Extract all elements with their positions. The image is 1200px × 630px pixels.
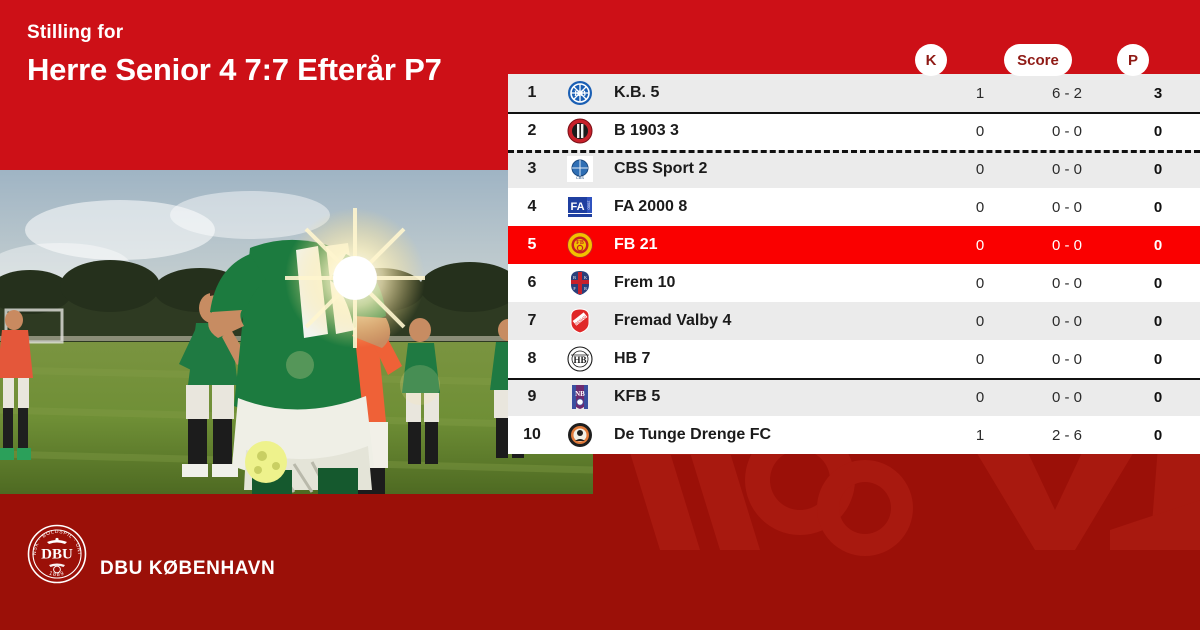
svg-text:2000: 2000	[586, 201, 591, 211]
row-team-name[interactable]: KFB 5	[614, 388, 661, 405]
svg-text:HB: HB	[573, 355, 586, 365]
de-tunge-drenge-logo	[556, 422, 603, 448]
column-header-score: Score	[1004, 44, 1072, 76]
row-points: 0	[1153, 274, 1163, 292]
row-goal-score: 0 - 0	[1051, 312, 1082, 330]
page-title: Herre Senior 4 7:7 Efterår P7	[27, 52, 442, 87]
svg-text:DBU: DBU	[41, 547, 73, 563]
row-points: 0	[1153, 350, 1163, 368]
row-goal-score: 0 - 0	[1051, 236, 1082, 254]
footer-label: DBU KØBENHAVN	[100, 558, 276, 579]
footer: DANSK · BOLDSPIL · UNION 1889 DBU DBU KØ…	[0, 494, 1200, 630]
football-match-photo	[0, 170, 593, 494]
row-rank: 6	[527, 274, 537, 291]
svg-text:NB: NB	[575, 390, 585, 398]
table-row[interactable]: 5 FB FB 21 0 0 - 0 0	[508, 226, 1200, 264]
row-rank: 5	[527, 236, 537, 253]
row-team-name[interactable]: CBS Sport 2	[614, 160, 708, 177]
row-team-name[interactable]: Frem 10	[614, 274, 676, 291]
row-rank: 1	[527, 84, 537, 101]
table-row[interactable]: 1 KB K.B. 5 1 6 - 2 3	[508, 74, 1200, 112]
row-matches-played: 0	[975, 388, 985, 406]
row-rank: 7	[527, 312, 537, 329]
row-points: 0	[1153, 312, 1163, 330]
row-team-name[interactable]: FA 2000 8	[614, 198, 688, 215]
header-kicker: Stilling for	[27, 22, 124, 43]
row-rank: 2	[527, 122, 537, 139]
row-matches-played: 0	[975, 122, 985, 140]
svg-text:CBS: CBS	[575, 175, 584, 180]
row-points: 0	[1153, 160, 1163, 178]
table-row[interactable]: 4 FA 2000 FA 2000 8 0 0 - 0 0	[508, 188, 1200, 226]
dbu-logo-badge: DANSK · BOLDSPIL · UNION 1889 DBU	[27, 524, 87, 584]
row-team-name[interactable]: K.B. 5	[614, 84, 660, 101]
row-points: 0	[1153, 198, 1163, 216]
row-points: 0	[1153, 388, 1163, 406]
row-team-name[interactable]: FB 21	[614, 236, 658, 253]
table-row[interactable]: 8 HB HB 7 0 0 - 0 0	[508, 340, 1200, 378]
table-row[interactable]: 6 B K F R Frem 10 0 0 - 0 0	[508, 264, 1200, 302]
svg-text:K: K	[583, 275, 586, 280]
row-matches-played: 0	[975, 236, 985, 254]
table-row[interactable]: 10 De Tunge Drenge FC 1 2 - 6 0	[508, 416, 1200, 454]
row-points: 0	[1153, 426, 1163, 444]
row-team-name[interactable]: B 1903 3	[614, 122, 679, 139]
svg-text:FA: FA	[570, 201, 584, 213]
svg-text:KB: KB	[574, 89, 586, 98]
row-matches-played: 0	[975, 160, 985, 178]
row-matches-played: 0	[975, 274, 985, 292]
row-matches-played: 0	[975, 350, 985, 368]
b1903-logo	[556, 118, 603, 144]
svg-text:1889: 1889	[48, 571, 66, 579]
row-rank: 9	[527, 388, 537, 405]
row-matches-played: 0	[975, 312, 985, 330]
row-rank: 8	[527, 350, 537, 367]
row-team-name[interactable]: Fremad Valby 4	[614, 312, 732, 329]
row-goal-score: 0 - 0	[1051, 122, 1082, 140]
svg-text:FB: FB	[576, 240, 584, 246]
row-matches-played: 0	[975, 198, 985, 216]
row-team-name[interactable]: HB 7	[614, 350, 651, 367]
row-goal-score: 0 - 0	[1051, 160, 1082, 178]
frem-logo: B K F R	[556, 270, 603, 296]
row-rank: 3	[527, 160, 537, 177]
table-row[interactable]: 7 FREMAD Fremad Valby 4 0 0 - 0 0	[508, 302, 1200, 340]
row-goal-score: 6 - 2	[1051, 84, 1082, 102]
row-rank: 4	[527, 198, 537, 215]
cbs-sport-logo: CBS	[556, 156, 603, 182]
svg-text:B: B	[573, 275, 576, 280]
kb-logo: KB	[556, 80, 603, 106]
row-rank: 10	[523, 426, 541, 443]
row-points: 0	[1153, 236, 1163, 254]
fremad-valby-logo: FREMAD	[556, 308, 603, 334]
row-matches-played: 1	[975, 84, 985, 102]
table-row[interactable]: 9 NB KFB 5 0 0 - 0 0	[508, 378, 1200, 416]
row-team-name[interactable]: De Tunge Drenge FC	[614, 426, 772, 443]
table-row[interactable]: 2 B 1903 3 0 0 - 0 0	[508, 112, 1200, 150]
svg-text:F: F	[573, 286, 576, 291]
row-goal-score: 0 - 0	[1051, 388, 1082, 406]
row-matches-played: 1	[975, 426, 985, 444]
row-goal-score: 0 - 0	[1051, 198, 1082, 216]
fa2000-logo: FA 2000	[556, 194, 603, 220]
column-header-p: P	[1117, 44, 1149, 76]
column-header-k: K	[915, 44, 947, 76]
row-goal-score: 2 - 6	[1051, 426, 1082, 444]
row-points: 0	[1153, 122, 1163, 140]
fb-logo: FB	[556, 232, 603, 258]
hb-logo: HB	[556, 346, 603, 372]
kfb-logo: NB	[556, 384, 603, 410]
row-points: 3	[1153, 84, 1163, 102]
row-goal-score: 0 - 0	[1051, 274, 1082, 292]
table-row[interactable]: 3 CBS CBS Sport 2 0 0 - 0 0	[508, 150, 1200, 188]
row-goal-score: 0 - 0	[1051, 350, 1082, 368]
svg-text:R: R	[584, 286, 587, 291]
